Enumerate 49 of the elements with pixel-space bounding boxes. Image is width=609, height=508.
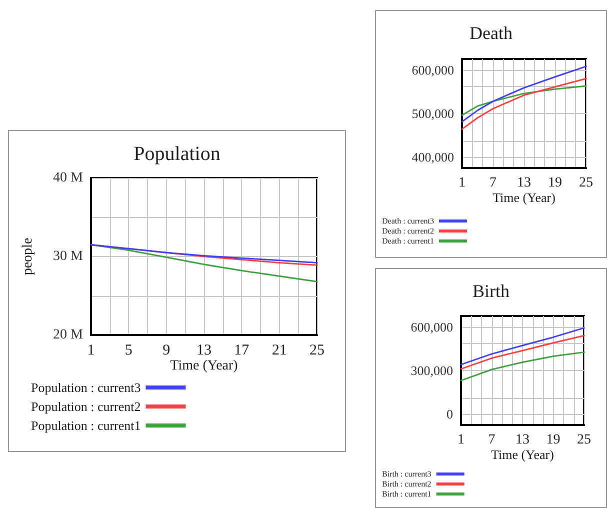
legend-label: Death : current3 (382, 216, 434, 226)
line-series (461, 78, 587, 130)
x-tick-label: 1 (458, 432, 464, 448)
x-tick-label: 19 (548, 176, 562, 190)
line-series (460, 334, 585, 370)
x-tick-label: 13 (196, 342, 212, 358)
x-tick-label: 9 (162, 342, 170, 358)
x-tick-label: 13 (516, 432, 530, 448)
x-tick-label: 21 (272, 342, 287, 358)
x-tick-label: 25 (579, 176, 593, 190)
x-tick-label: 7 (488, 432, 496, 448)
y-tick-label: 40 M (53, 170, 84, 186)
y-tick-label: 20 M (53, 328, 84, 342)
legend-label: Population : current3 (30, 380, 141, 395)
y-tick-label: 400,000 (412, 150, 454, 165)
x-tick-label: 17 (234, 342, 250, 358)
line-series (461, 85, 587, 116)
legend-label: Birth : current3 (382, 470, 432, 478)
x-axis-title: Time (Year) (492, 190, 556, 205)
y-tick-label: 500,000 (412, 106, 454, 121)
x-tick-label: 5 (124, 342, 132, 358)
y-tick-label: 30 M (53, 249, 84, 264)
legend-label: Population : current1 (30, 418, 141, 433)
legend-label: Death : current1 (382, 236, 434, 246)
legend-label: Birth : current2 (382, 480, 432, 488)
chart-title: Population (134, 143, 220, 165)
x-tick-label: 13 (517, 176, 531, 190)
chart-title: Birth (472, 281, 510, 301)
x-axis-title: Time (Year) (170, 358, 238, 374)
line-series (460, 351, 585, 382)
y-tick-label: 600,000 (412, 62, 454, 78)
x-tick-label: 1 (458, 176, 466, 190)
x-tick-label: 19 (546, 432, 560, 448)
line-series (90, 244, 318, 282)
x-axis-title: Time (Year) (491, 446, 554, 462)
line-series (460, 327, 585, 366)
y-axis-title: people (20, 238, 36, 276)
y-tick-label: 600,000 (410, 319, 453, 334)
x-tick-label: 7 (490, 176, 496, 190)
legend-label: Birth : current1 (382, 490, 432, 498)
x-tick-label: 25 (310, 342, 324, 358)
x-tick-label: 1 (87, 342, 95, 358)
y-tick-label: 300,000 (410, 363, 453, 378)
legend-label: Population : current2 (30, 399, 141, 414)
x-tick-label: 25 (577, 432, 591, 448)
chart-title: Death (470, 23, 512, 43)
legend-label: Death : current2 (382, 226, 434, 236)
y-tick-label: 0 (446, 406, 453, 422)
line-series (461, 66, 587, 123)
